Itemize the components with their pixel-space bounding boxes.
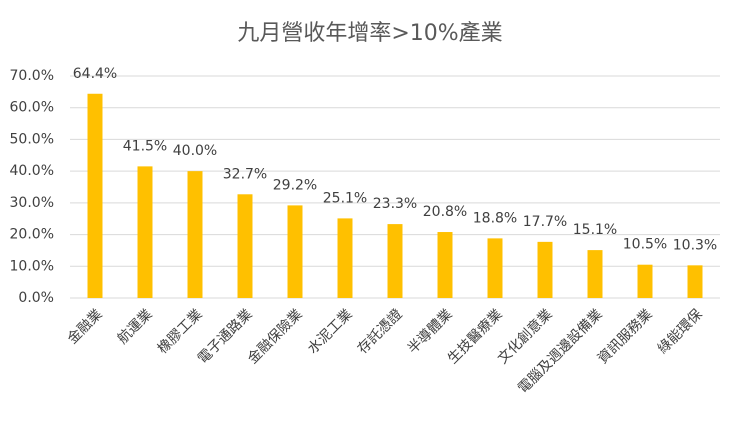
bar [137,166,153,298]
x-tick-label: 綠能環保 [655,306,706,357]
bar [487,238,503,298]
value-label: 41.5% [123,138,167,154]
bar [687,265,703,298]
bar [537,241,553,298]
value-label: 23.3% [373,196,417,212]
y-tick-label: 10.0% [10,258,54,274]
x-tick-label: 半導體業 [405,306,456,357]
x-tick-label: 電腦及週邊設備業 [515,306,606,397]
value-label: 40.0% [173,143,217,159]
y-tick-label: 30.0% [10,195,54,211]
bar [287,205,303,298]
value-label: 64.4% [73,66,117,82]
y-tick-label: 0.0% [18,290,54,306]
bar [437,232,453,298]
bar [187,171,203,298]
x-tick-label: 橡膠工業 [155,306,206,357]
y-tick-label: 40.0% [10,163,54,179]
bar [637,264,653,298]
bar [387,224,403,298]
value-label: 18.8% [473,210,517,226]
x-tick-label: 金融保險業 [245,306,306,367]
bar [587,250,603,298]
x-tick-label: 金融業 [65,306,106,347]
value-label: 29.2% [273,177,317,193]
bar [237,194,253,298]
x-tick-label: 水泥工業 [305,306,356,357]
value-label: 25.1% [323,190,367,206]
value-label: 32.7% [223,166,267,182]
x-tick-label: 資訊服務業 [595,306,656,367]
x-tick-label: 航運業 [115,306,156,347]
x-tick-label: 存託憑證 [354,306,406,358]
value-label: 15.1% [573,222,617,238]
chart-title: 九月營收年增率>10%產業 [237,21,502,46]
y-tick-label: 50.0% [10,131,54,147]
bar [337,218,353,298]
value-label: 10.3% [673,237,717,253]
y-tick-label: 60.0% [10,100,54,116]
y-tick-label: 20.0% [10,227,54,243]
value-label: 17.7% [523,214,567,230]
y-tick-label: 70.0% [10,68,54,84]
value-label: 10.5% [623,237,667,253]
value-label: 20.8% [423,204,467,220]
bar [87,93,103,298]
